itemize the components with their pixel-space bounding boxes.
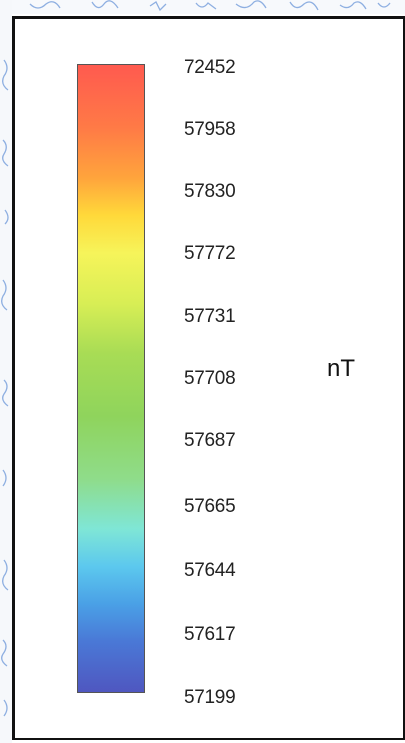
pen-mark (235, 0, 267, 9)
pen-mark (2, 59, 9, 91)
pen-mark (2, 469, 7, 487)
pen-mark (195, 2, 217, 10)
colorbar-tick-label: 57731 (184, 306, 236, 327)
colorbar-tick-label: 57772 (184, 243, 236, 264)
pen-mark (2, 139, 9, 167)
colorbar-tick-label: 57958 (184, 119, 236, 140)
pen-mark (149, 1, 167, 12)
unit-label: nT (327, 355, 356, 382)
pen-mark (377, 2, 391, 8)
pen-mark (1, 279, 8, 311)
colorbar-tick-label: 57617 (184, 624, 236, 645)
colorbar-tick-label: 57830 (184, 181, 236, 202)
pen-mark (91, 0, 119, 9)
pen-mark (339, 1, 367, 10)
colorbar-gradient (77, 64, 145, 693)
pen-mark (1, 639, 8, 667)
pen-mark (289, 1, 319, 11)
pen-mark (2, 559, 9, 591)
pen-mark (3, 699, 8, 717)
colorbar-tick-label: 57687 (184, 430, 236, 451)
scan-left-margin (0, 0, 12, 743)
colorbar-tick-label: 72452 (184, 57, 236, 78)
pen-mark (2, 379, 9, 407)
colorbar-tick-label: 57644 (184, 560, 236, 581)
colorbar-tick-label: 57708 (184, 368, 236, 389)
colorbar-tick-label: 57665 (184, 496, 236, 517)
colorbar-tick-label: 57199 (184, 687, 236, 708)
pen-mark (4, 209, 9, 225)
pen-mark (29, 1, 61, 9)
